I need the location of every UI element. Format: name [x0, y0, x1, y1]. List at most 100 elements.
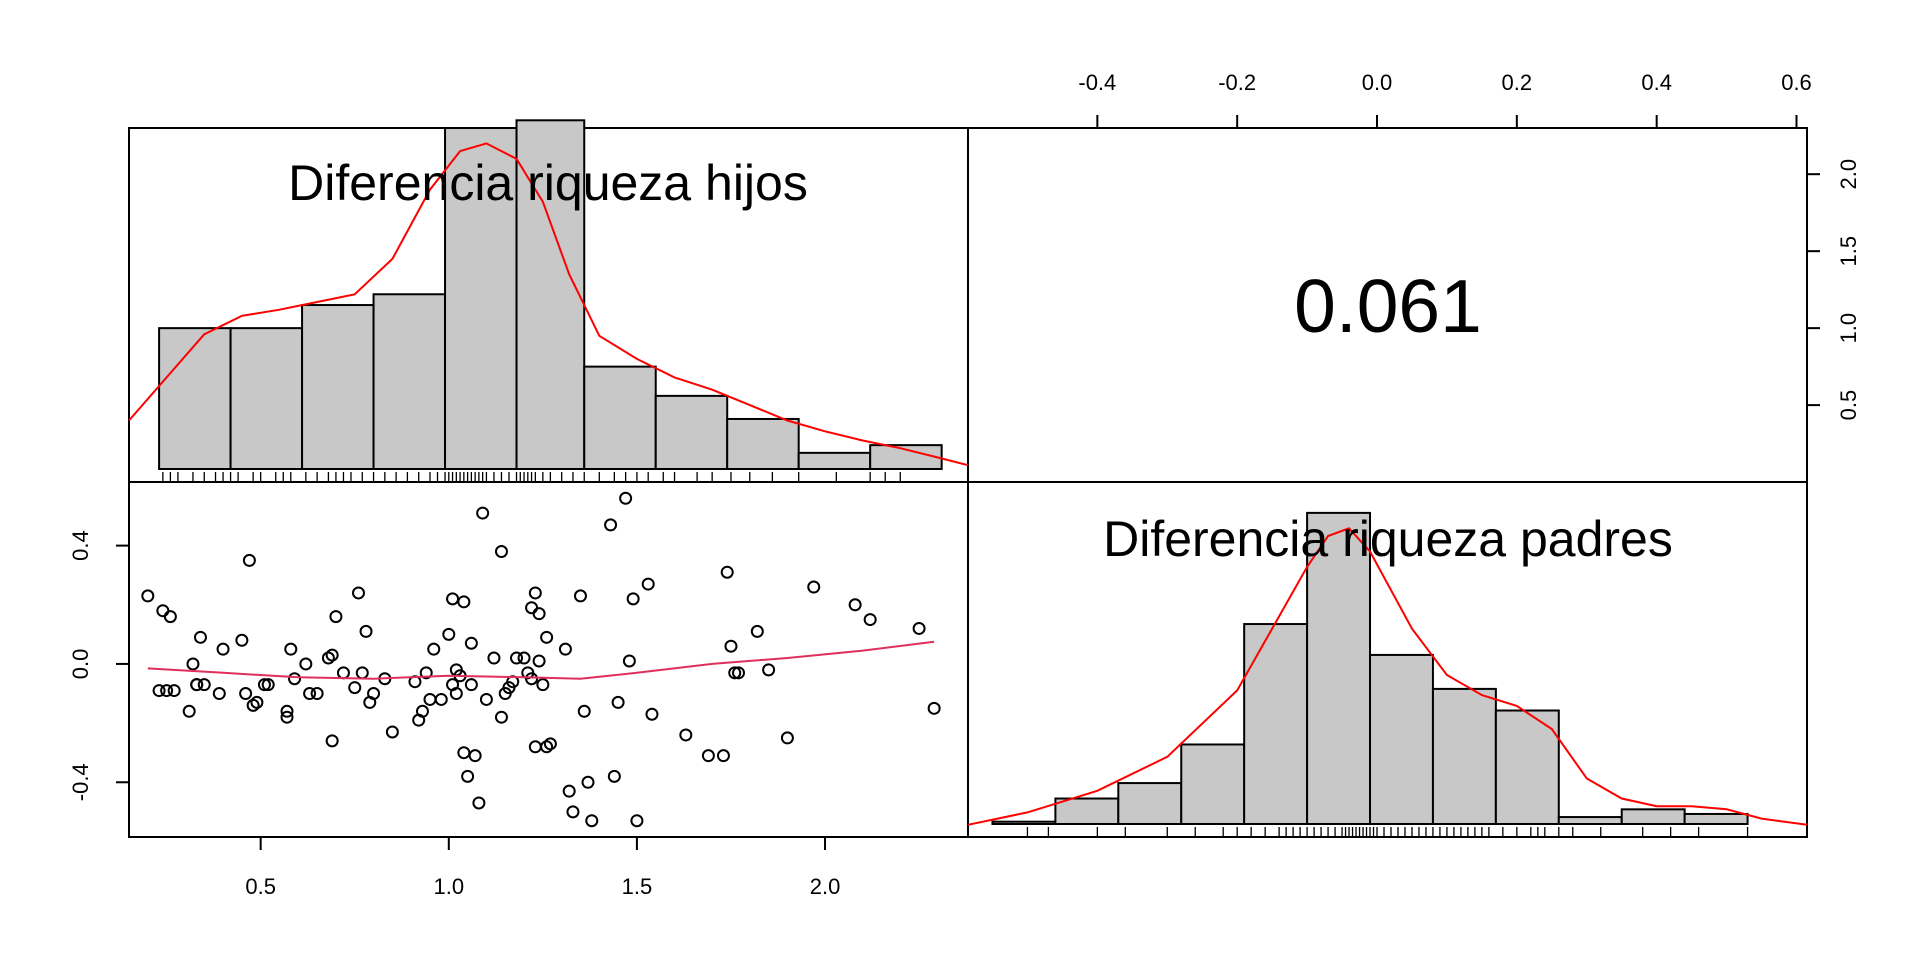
scatter-point	[167, 684, 181, 698]
scatter-point	[558, 642, 572, 656]
scatter-points	[141, 491, 941, 828]
scatter-point	[461, 769, 475, 783]
scatter-point	[641, 577, 655, 591]
scatter-point	[193, 630, 207, 644]
right-axis-tick-label: 1.5	[1836, 236, 1861, 267]
scatter-point	[494, 545, 508, 559]
scatter-point	[239, 687, 253, 701]
scatter-point	[182, 704, 196, 718]
right-axis-tick-label: 2.0	[1836, 159, 1861, 190]
hist-hijos-bar	[158, 327, 232, 470]
hist-padres-bar	[1180, 743, 1246, 826]
hist-padres-bar	[1431, 687, 1497, 826]
bottom-axis-tick-label: 2.0	[810, 874, 841, 899]
scatter-point	[622, 654, 636, 668]
hist-padres-bars	[967, 511, 1808, 836]
density-curve-hijos	[128, 142, 969, 467]
scatter-point	[927, 701, 941, 715]
scatter-point	[701, 749, 715, 763]
scatter-point	[336, 666, 350, 680]
scatter-point	[216, 642, 230, 656]
scatter-point	[427, 642, 441, 656]
panel-hist-padres	[967, 481, 1808, 838]
scatter-point	[242, 553, 256, 567]
scatter-point	[528, 586, 542, 600]
scatter-point	[607, 769, 621, 783]
scatter-point	[780, 731, 794, 745]
hist-padres-bar	[1054, 797, 1120, 825]
top-axis-tick-label: 0.0	[1362, 70, 1393, 95]
left-axis-tick-label: 0.0	[68, 649, 93, 680]
scatter-point	[536, 678, 550, 692]
scatter-point	[186, 657, 200, 671]
scatter-point	[359, 624, 373, 638]
scatter-point	[863, 613, 877, 627]
hist-hijos-bar	[372, 293, 447, 470]
scatter-point	[528, 740, 542, 754]
scatter-point	[141, 589, 155, 603]
scatter-point	[434, 692, 448, 706]
scatter-point	[235, 633, 249, 647]
scatter-point	[604, 518, 618, 532]
scatter-point	[573, 589, 587, 603]
scatter-point	[160, 684, 174, 698]
scatter-point	[540, 630, 554, 644]
scatter-point	[415, 704, 429, 718]
scatter-point	[750, 624, 764, 638]
scatter-point	[585, 814, 599, 828]
scatter-point	[731, 666, 745, 680]
scatter-point	[517, 651, 531, 665]
scatter-point	[152, 684, 166, 698]
top-axis-tick-label: 0.4	[1641, 70, 1672, 95]
diagonal-label-padres: Diferencia riqueza padres	[1103, 511, 1673, 567]
scatter-point	[479, 692, 493, 706]
hist-hijos-bar	[797, 451, 872, 470]
hist-padres-bar	[1683, 812, 1749, 825]
scatter-point	[581, 775, 595, 789]
left-axis-tick-label: 0.4	[68, 530, 93, 561]
top-axis-tick-label: -0.4	[1078, 70, 1116, 95]
panel-scatter	[128, 481, 969, 838]
scatter-point	[472, 796, 486, 810]
bottom-axis-tick-label: 1.5	[622, 874, 653, 899]
hist-padres-bar	[1557, 816, 1623, 826]
scatter-point	[261, 678, 275, 692]
left-axis-tick-label: -0.4	[68, 763, 93, 801]
scatter-point	[156, 604, 170, 618]
scatter-point	[532, 654, 546, 668]
right-axis-tick-label: 0.5	[1836, 390, 1861, 421]
scatter-point	[446, 592, 460, 606]
scatter-point	[762, 663, 776, 677]
bottom-axis-tick-label: 1.0	[434, 874, 465, 899]
scatter-point	[679, 728, 693, 742]
density-curve-padres	[967, 527, 1808, 826]
hist-hijos-bar	[654, 394, 729, 471]
top-axis-tick-label: 0.6	[1781, 70, 1812, 95]
scatter-point	[807, 580, 821, 594]
scatter-point	[288, 672, 302, 686]
scatter-point	[352, 586, 366, 600]
hist-hijos-bar	[869, 444, 943, 470]
scatter-point	[197, 678, 211, 692]
hist-padres-bar	[1369, 653, 1434, 825]
correlation-value: 0.061	[1294, 264, 1482, 348]
scatter-point	[325, 734, 339, 748]
scatter-point	[487, 651, 501, 665]
scatter-point	[532, 607, 546, 621]
scatter-point	[494, 710, 508, 724]
scatter-point	[510, 651, 524, 665]
scatter-point	[619, 491, 633, 505]
scatter-point	[329, 610, 343, 624]
scatter-point	[355, 666, 369, 680]
scatter-point	[280, 704, 294, 718]
scatter-point	[212, 687, 226, 701]
scatter-point	[257, 678, 271, 692]
scatter-point	[525, 601, 539, 615]
lowess-line	[147, 640, 935, 680]
scatter-point	[280, 710, 294, 724]
scatter-point	[325, 648, 339, 662]
scatter-point	[577, 704, 591, 718]
scatter-point	[728, 666, 742, 680]
scatter-point	[419, 666, 433, 680]
scatter-point	[423, 692, 437, 706]
